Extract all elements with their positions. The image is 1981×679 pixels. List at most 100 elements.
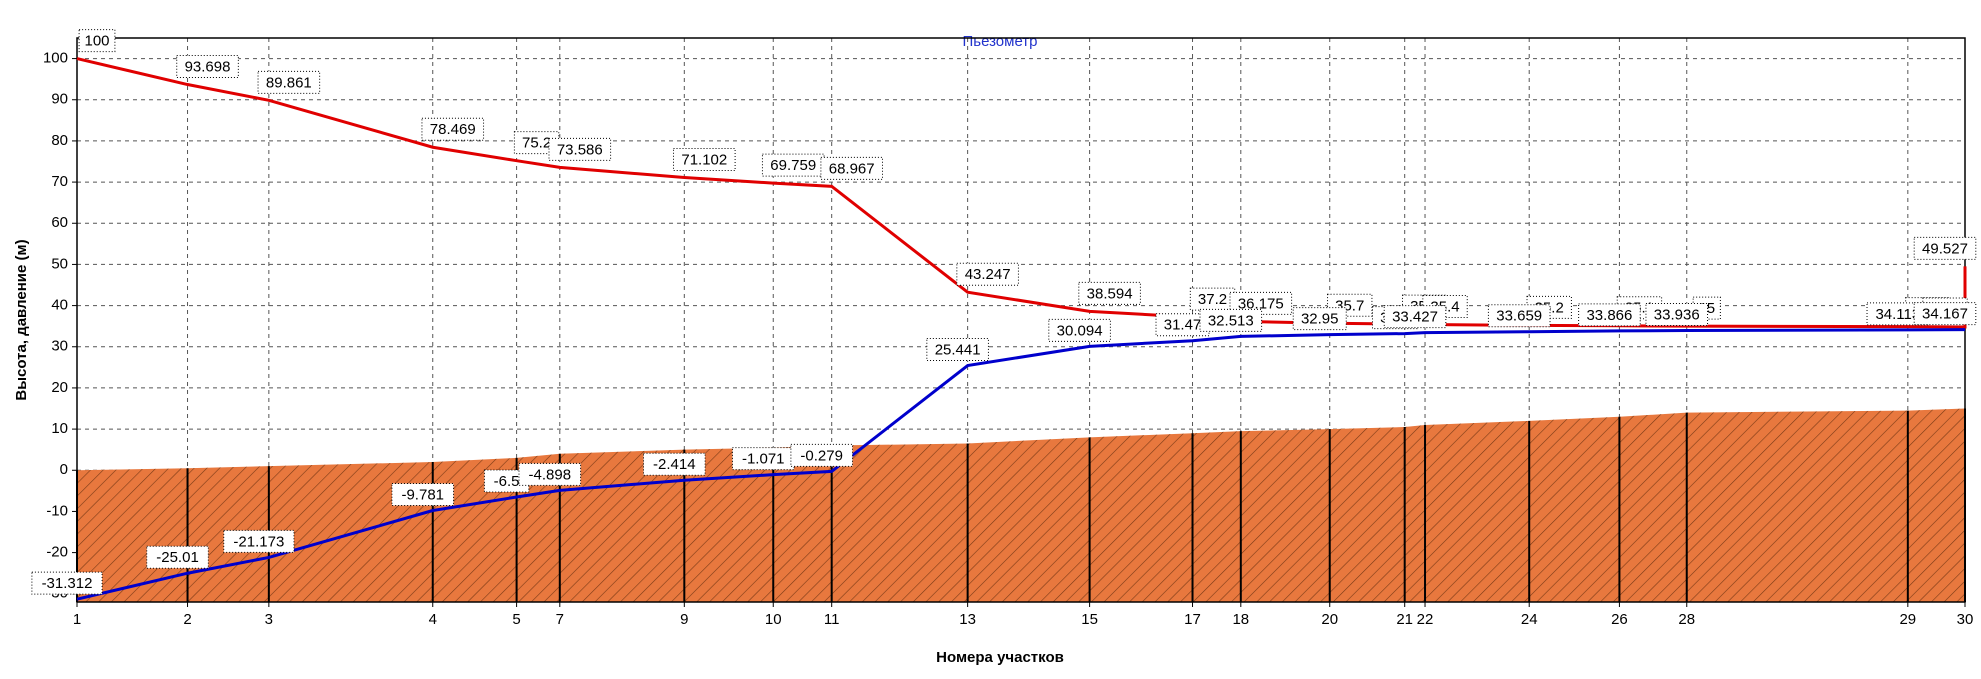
y-axis-title: Высота, давление (м) <box>13 239 30 400</box>
x-tick-label: 7 <box>556 611 564 628</box>
y-tick-label: 60 <box>51 214 68 231</box>
x-tick-label: 9 <box>680 611 688 628</box>
value-label: -1.071 <box>742 451 785 468</box>
x-tick-label: 24 <box>1521 611 1538 628</box>
value-label-box <box>1913 236 1977 260</box>
value-label-box <box>176 55 239 79</box>
y-tick-label: 40 <box>51 297 68 314</box>
y-tick-label: 10 <box>51 420 68 437</box>
value-label: 89.861 <box>266 74 312 91</box>
value-label-box <box>548 137 612 161</box>
value-label-box <box>926 338 989 362</box>
x-tick-label: 5 <box>512 611 520 628</box>
value-label: 33.866 <box>1586 307 1632 324</box>
value-label: 30.094 <box>1057 322 1103 339</box>
x-tick-label: 10 <box>765 611 782 628</box>
value-label: 38.594 <box>1087 285 1133 302</box>
value-label-box <box>257 70 321 94</box>
value-label-box <box>1292 307 1347 331</box>
y-tick-label: 90 <box>51 91 68 108</box>
value-label: 33.659 <box>1496 308 1542 325</box>
value-label: 68.967 <box>829 160 875 177</box>
terrain-hatch <box>77 408 1965 602</box>
value-label: 32.513 <box>1208 312 1254 329</box>
value-label: -6.5 <box>494 473 520 490</box>
value-label-box <box>1578 303 1641 327</box>
value-label-box <box>518 462 582 486</box>
value-label: 32.95 <box>1301 311 1339 328</box>
value-label-box <box>78 29 116 53</box>
value-label-box <box>1078 281 1141 305</box>
y-tick-label: 30 <box>51 338 68 355</box>
x-tick-label: 17 <box>1184 611 1201 628</box>
x-tick-label: 28 <box>1678 611 1695 628</box>
value-label-box <box>1189 287 1236 311</box>
y-tick-label: 50 <box>51 255 68 272</box>
value-label: 49.527 <box>1922 240 1968 257</box>
x-tick-label: 29 <box>1899 611 1916 628</box>
x-tick-label: 11 <box>824 611 840 628</box>
value-label: 36.175 <box>1238 295 1284 312</box>
y-tick-label: 0 <box>60 461 68 478</box>
value-label-box <box>513 131 560 155</box>
value-label: 25.441 <box>935 341 981 358</box>
x-tick-label: 1 <box>73 611 81 628</box>
x-tick-label: 13 <box>959 611 976 628</box>
value-label: -25.01 <box>156 549 199 566</box>
value-label-box <box>421 117 485 141</box>
value-label-box <box>146 545 209 569</box>
value-label: 78.469 <box>430 121 476 138</box>
y-tick-label: 100 <box>43 50 68 67</box>
x-tick-label: 22 <box>1417 611 1434 628</box>
value-label: 73.586 <box>557 141 603 158</box>
value-label: 33.427 <box>1392 309 1438 326</box>
y-tick-label: 70 <box>51 173 68 190</box>
value-label: 43.247 <box>965 266 1011 283</box>
value-label-box <box>673 148 736 172</box>
value-label-box <box>643 452 706 476</box>
value-label-box <box>391 483 455 507</box>
y-tick-label: -20 <box>46 544 68 561</box>
x-axis-title: Номера участков <box>936 649 1064 666</box>
value-label-box <box>223 529 295 553</box>
value-label-box <box>1487 304 1551 328</box>
x-tick-label: 4 <box>429 611 437 628</box>
series-line <box>76 328 1966 601</box>
x-tick-label: 3 <box>265 611 273 628</box>
value-label: -4.898 <box>529 466 572 483</box>
value-label: 33.936 <box>1654 307 1700 324</box>
value-label-box <box>1383 305 1447 329</box>
x-tick-label: 26 <box>1611 611 1628 628</box>
value-label: 34.113 <box>1875 306 1920 323</box>
value-label: -21.173 <box>233 533 284 550</box>
value-label-box <box>790 443 853 467</box>
chart-title: Пьезометр <box>962 33 1037 50</box>
y-tick-label: 80 <box>51 132 68 149</box>
x-tick-label: 30 <box>1957 611 1974 628</box>
x-tick-label: 15 <box>1081 611 1098 628</box>
series-line <box>76 57 1967 329</box>
value-label-box <box>956 262 1019 286</box>
value-label-box <box>483 469 530 493</box>
x-tick-label: 2 <box>183 611 191 628</box>
value-label: -9.781 <box>401 486 444 503</box>
value-label: -31.312 <box>42 575 93 592</box>
value-label: 100 <box>84 33 109 50</box>
x-tick-label: 20 <box>1321 611 1338 628</box>
value-label: 69.759 <box>770 157 816 174</box>
value-label: -0.279 <box>800 447 843 464</box>
value-label-box <box>31 571 103 595</box>
value-label: 34.167 <box>1922 306 1968 323</box>
value-label-box <box>1645 303 1709 327</box>
y-tick-label: -10 <box>46 502 68 519</box>
x-tick-label: 21 <box>1396 611 1413 628</box>
x-tick-label: 18 <box>1232 611 1249 628</box>
value-label: 31.47 <box>1164 317 1202 334</box>
value-label: 75.2 <box>522 135 551 152</box>
y-tick-label: 20 <box>51 379 68 396</box>
value-label: 93.698 <box>185 58 231 75</box>
value-label-box <box>820 156 883 180</box>
value-label-box <box>1199 308 1263 332</box>
value-label-box <box>1913 302 1977 326</box>
value-label-box <box>1048 318 1111 342</box>
